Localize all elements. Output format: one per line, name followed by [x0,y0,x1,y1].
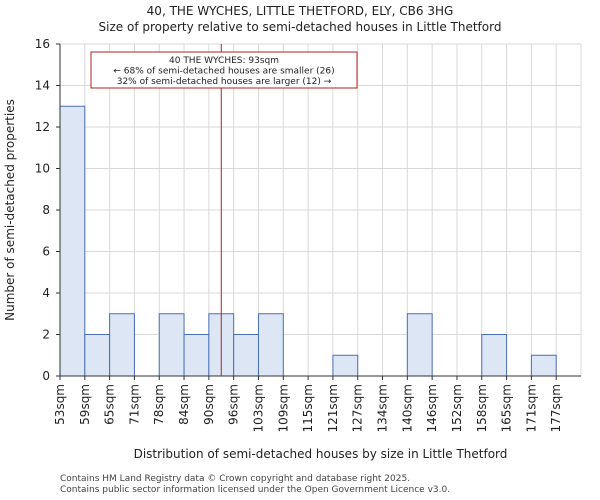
y-tick-label: 6 [42,245,50,259]
bar [109,313,135,377]
bar [233,334,259,377]
x-tick-label: 59sqm [78,384,92,425]
x-tick-label: 134sqm [376,384,390,432]
y-tick-label: 14 [35,79,50,93]
x-tick-label: 65sqm [103,384,117,425]
x-tick-label: 90sqm [202,384,216,425]
chart-title-address: 40, THE WYCHES, LITTLE THETFORD, ELY, CB… [146,4,454,18]
x-tick-label: 78sqm [152,384,166,425]
x-tick-label: 127sqm [351,384,365,432]
bar [183,334,210,377]
bar [530,354,557,377]
x-tick-label: 109sqm [276,384,290,432]
annotation-box [90,51,358,89]
x-tick-label: 171sqm [524,384,538,432]
footer-copyright: Contains HM Land Registry data © Crown c… [60,474,411,484]
x-tick-label: 103sqm [251,384,265,432]
x-tick-label: 53sqm [53,384,67,425]
bar [406,313,433,377]
y-tick-label: 16 [35,37,50,51]
footer-licence: Contains public sector information licen… [60,485,451,495]
x-tick-label: 165sqm [500,384,514,432]
x-tick-label: 158sqm [475,384,489,432]
annotation-text: 32% of semi-detached houses are larger (… [117,77,332,87]
x-tick-label: 140sqm [400,384,414,432]
y-tick-label: 0 [42,369,50,383]
y-tick-label: 8 [42,203,50,217]
x-tick-label: 121sqm [326,384,340,432]
x-tick-label: 84sqm [177,384,191,425]
x-tick-label: 152sqm [450,384,464,432]
x-tick-label: 71sqm [127,384,141,425]
x-tick-label: 177sqm [549,384,563,432]
x-tick-label: 96sqm [227,384,241,425]
annotation-text: ← 68% of semi-detached houses are smalle… [113,67,334,77]
y-tick-label: 4 [42,286,50,300]
y-tick-label: 2 [42,328,50,342]
histogram-chart: 0 2 4 6 8 10 12 14 16 53sqm 59sqm 65sqm 71sqm 78sqm 84… [3,37,582,461]
bar [158,313,185,377]
y-tick-label: 12 [35,120,50,134]
y-axis-label: Number of semi-detached properties [3,99,17,321]
bar [59,105,86,377]
chart-title: Size of property relative to semi-detach… [98,20,502,34]
bar [332,354,359,377]
annotation-text: 40 THE WYCHES: 93sqm [169,56,279,66]
bar [84,334,111,377]
y-tick-label: 10 [35,162,50,176]
bar [481,334,508,377]
x-tick-label: 146sqm [425,384,439,432]
x-tick-label: 115sqm [301,384,315,432]
x-axis-label: Distribution of semi-detached houses by … [134,447,508,461]
bar [257,313,284,377]
